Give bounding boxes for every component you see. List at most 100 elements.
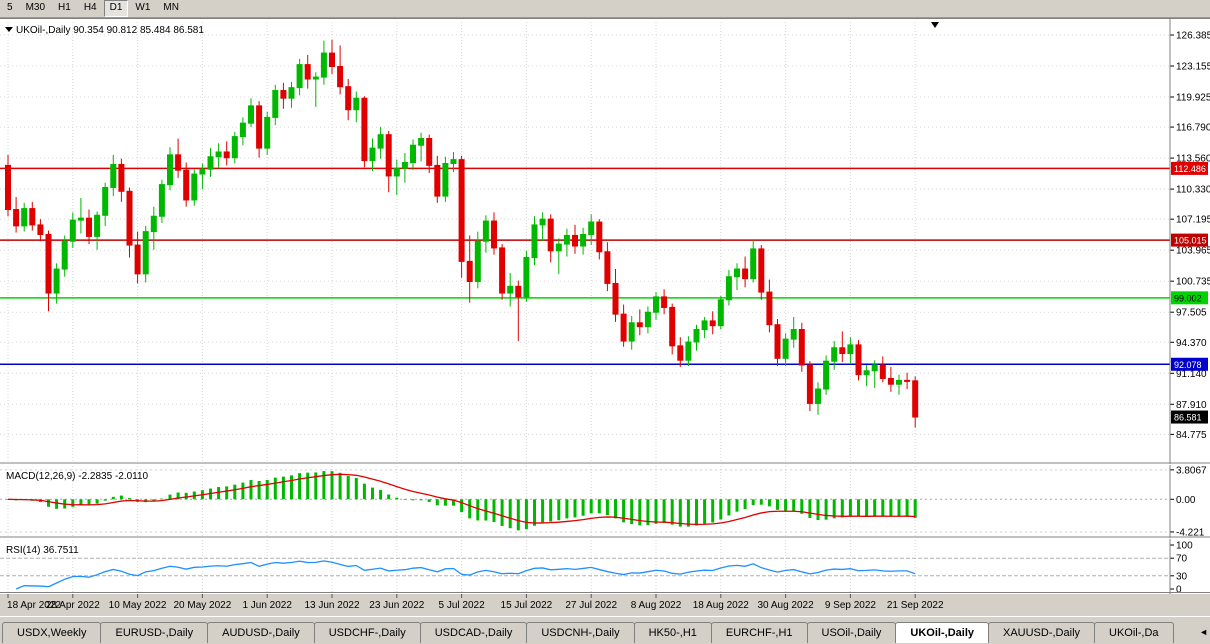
- chart-tab-usdx-weekly[interactable]: USDX,Weekly: [2, 622, 102, 643]
- candle-body: [661, 296, 668, 308]
- candle-body: [94, 214, 101, 237]
- macd-histogram-bar: [176, 492, 180, 500]
- candle-body: [183, 169, 190, 201]
- macd-histogram-bar: [298, 473, 302, 500]
- candle-body: [790, 329, 797, 340]
- macd-histogram-bar: [241, 482, 245, 500]
- price-label: 123.155: [1176, 62, 1210, 73]
- level-price-tag-box: [1171, 291, 1208, 305]
- candle-body: [863, 370, 870, 376]
- macd-histogram-bar: [160, 498, 164, 500]
- candle-body: [418, 138, 425, 146]
- macd-histogram-bar: [492, 499, 496, 523]
- candle-body: [620, 313, 627, 342]
- candle-body: [361, 97, 368, 162]
- candle-body: [53, 268, 60, 294]
- chart-tab-xauusd-daily[interactable]: XAUUSD-,Daily: [988, 622, 1096, 643]
- candle-body: [126, 190, 133, 246]
- macd-histogram-bar: [614, 499, 617, 519]
- timeframe-button-w1[interactable]: W1: [135, 2, 151, 13]
- chart-tab-ukoil-daily[interactable]: UKOil-,Daily: [895, 622, 989, 643]
- date-label: 18 Apr 2022: [7, 600, 61, 611]
- chart-tab-hk50-h1[interactable]: HK50-,H1: [633, 622, 712, 643]
- chart-tab-ukoil-da[interactable]: UKOil-,Da: [1094, 622, 1174, 643]
- candle-body: [458, 159, 465, 262]
- timeframe-button-h1[interactable]: H1: [58, 2, 71, 13]
- date-label: 13 Jun 2022: [304, 600, 359, 611]
- chart-tab-eurusd-daily[interactable]: EURUSD-,Daily: [100, 622, 209, 643]
- chart-tab-eurchf-h1[interactable]: EURCHF-,H1: [710, 622, 808, 643]
- candle-body: [523, 257, 530, 298]
- candle-body: [45, 233, 52, 294]
- macd-histogram-bar: [452, 499, 455, 506]
- candle-body: [110, 163, 117, 188]
- chart-tab-usdcnh-daily[interactable]: USDCNH-,Daily: [526, 622, 635, 643]
- main-price-pane: UKOil-,Daily 90.354 90.812 85.484 86.581: [0, 22, 1170, 428]
- chart-tab-usdchf-daily[interactable]: USDCHF-,Daily: [313, 622, 421, 643]
- candle-body: [596, 221, 603, 253]
- macd-histogram-bar: [184, 492, 188, 500]
- macd-histogram-bar: [792, 499, 796, 512]
- macd-histogram-bar: [79, 499, 83, 506]
- chart-shift-marker-icon[interactable]: [931, 22, 939, 28]
- candle-body: [207, 156, 214, 170]
- timeframe-button-d1[interactable]: D1: [103, 0, 129, 17]
- symbol-dropdown-icon[interactable]: [5, 27, 13, 32]
- macd-histogram-bar: [55, 499, 59, 509]
- candle-body: [798, 329, 805, 366]
- price-label: 103.965: [1176, 246, 1210, 257]
- macd-histogram-bar: [597, 499, 601, 514]
- chart-tab-usoil-daily[interactable]: USOil-,Daily: [806, 622, 897, 643]
- price-label: 119.925: [1176, 93, 1210, 104]
- macd-histogram-bar: [630, 499, 634, 525]
- candle-body: [150, 215, 157, 233]
- macd-signal-line: [7, 473, 916, 526]
- candle-body: [887, 377, 894, 385]
- macd-histogram-bar: [338, 472, 342, 500]
- macd-histogram-bar: [322, 471, 326, 500]
- current-price-tag-text: 86.581: [1174, 413, 1202, 423]
- candle-body: [280, 90, 287, 99]
- candle-body: [499, 247, 506, 294]
- candle-body: [474, 240, 481, 283]
- chart-canvas[interactable]: UKOil-,Daily 90.354 90.812 85.484 86.581…: [0, 18, 1210, 616]
- macd-histogram-bar: [387, 494, 391, 500]
- tab-scroll-left-icon[interactable]: ◄: [1199, 627, 1208, 637]
- date-label: 8 Aug 2022: [631, 600, 682, 611]
- timeframe-button-5[interactable]: 5: [7, 2, 13, 13]
- chart-tab-audusd-daily[interactable]: AUDUSD-,Daily: [207, 622, 315, 643]
- macd-histogram-bar: [905, 499, 909, 516]
- macd-histogram-bar: [427, 499, 431, 503]
- timeframe-button-mn[interactable]: MN: [163, 2, 179, 13]
- candle-body: [855, 344, 862, 376]
- macd-histogram-bar: [265, 479, 269, 500]
- timeframe-button-h4[interactable]: H4: [83, 2, 97, 13]
- candle-body: [231, 136, 238, 159]
- macd-histogram-bar: [581, 499, 585, 516]
- candle-body: [547, 218, 554, 252]
- candle-body: [531, 224, 538, 259]
- candle-body: [555, 243, 562, 252]
- chart-tab-usdcad-daily[interactable]: USDCAD-,Daily: [419, 622, 528, 643]
- candle-body: [29, 208, 36, 226]
- macd-histogram-bar: [800, 499, 804, 514]
- macd-histogram-bar: [524, 499, 528, 530]
- candle-body: [580, 233, 587, 247]
- level-price-tag-text: 92.078: [1174, 360, 1202, 370]
- chart-tab-bar: USDX,Weekly EURUSD-,Daily AUDUSD-,Daily USD…: [0, 616, 1210, 644]
- candle-body: [823, 360, 830, 390]
- candle-body: [77, 217, 84, 221]
- macd-histogram-bar: [119, 495, 123, 500]
- date-label: 18 Aug 2022: [693, 600, 750, 611]
- macd-histogram-bar: [695, 499, 698, 526]
- candle-body: [896, 379, 902, 385]
- grid: [0, 22, 1170, 592]
- macd-histogram-bar: [622, 499, 626, 523]
- macd-histogram-bar: [703, 499, 707, 524]
- timeframe-button-m30[interactable]: M30: [25, 2, 46, 13]
- price-scale: 126.385 123.155 119.925 116.790 113.560 110.3…: [1170, 31, 1210, 596]
- macd-histogram-bar: [654, 499, 658, 524]
- chart-tabs: USDX,Weekly EURUSD-,Daily AUDUSD-,Daily USD…: [2, 622, 1210, 644]
- candle-body: [815, 388, 821, 404]
- candle-body: [264, 116, 271, 149]
